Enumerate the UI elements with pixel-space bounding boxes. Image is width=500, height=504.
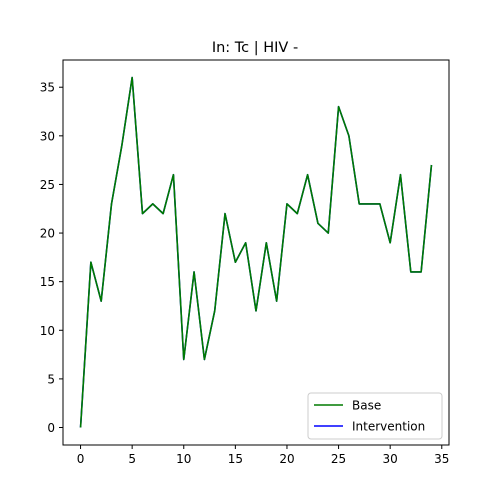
- x-tick-label: 15: [228, 452, 243, 466]
- x-tick-label: 20: [279, 452, 294, 466]
- series-line-intervention: [79, 76, 433, 428]
- plot-frame: [62, 59, 450, 446]
- y-tick-label: 25: [40, 178, 55, 192]
- y-tick-label: 5: [47, 372, 55, 386]
- x-tick-label: 0: [77, 452, 85, 466]
- y-tick-label: 35: [40, 81, 55, 95]
- x-tick-label: 10: [176, 452, 191, 466]
- legend: Base Intervention: [307, 392, 443, 440]
- x-tick-label: 5: [128, 452, 136, 466]
- x-tick-label: 25: [331, 452, 346, 466]
- series-layer: [79, 76, 433, 428]
- y-tick-label: 20: [40, 227, 55, 241]
- x-tick-label: 30: [383, 452, 398, 466]
- x-tick-label: 35: [434, 452, 449, 466]
- series-line-base: [79, 76, 433, 428]
- y-axis: 0 5 10 15 20 25 30 35: [40, 81, 63, 435]
- y-tick-label: 15: [40, 275, 55, 289]
- y-tick-label: 10: [40, 324, 55, 338]
- legend-label: Base: [352, 399, 381, 413]
- y-tick-label: 30: [40, 129, 55, 143]
- chart-title: In: Tc | HIV -: [212, 40, 298, 56]
- x-axis: 0 5 10 15 20 25 30 35: [77, 445, 449, 466]
- legend-label: Intervention: [352, 420, 425, 434]
- y-tick-label: 0: [47, 421, 55, 435]
